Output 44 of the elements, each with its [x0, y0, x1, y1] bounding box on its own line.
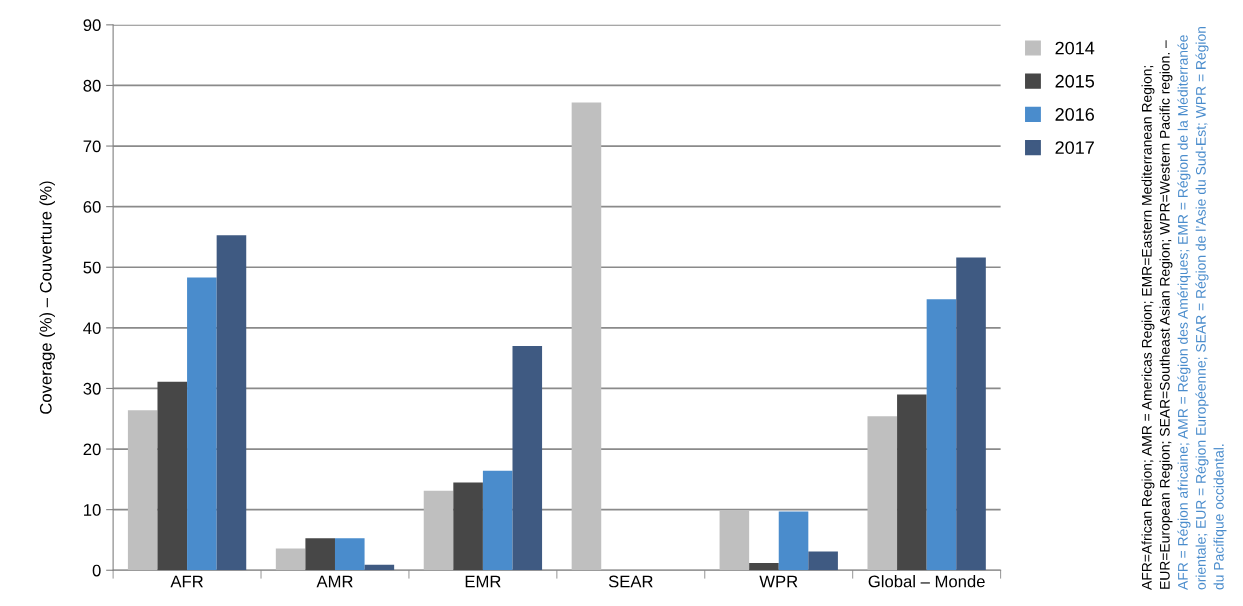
- bar: [187, 277, 217, 571]
- y-tick-label: 0: [92, 564, 101, 577]
- bar: [334, 538, 365, 571]
- bar: [956, 257, 986, 571]
- legend-label: 2016: [1055, 108, 1094, 121]
- bar: [719, 510, 750, 571]
- bar: [749, 562, 779, 571]
- bar: [897, 394, 927, 571]
- y-tick-label: 60: [83, 201, 101, 213]
- y-tick-label: 90: [83, 19, 101, 32]
- y-tick-label: 80: [83, 79, 101, 92]
- bar: [305, 538, 335, 571]
- bar: [364, 564, 395, 571]
- x-tick-label: Global – Monde: [868, 575, 985, 588]
- y-tick-label: 20: [83, 443, 101, 456]
- x-tick-label: AFR: [170, 575, 203, 588]
- text: AFR = Région africaine; AMR = Région des Amériques; EMR = Région de la Méditerranée orientale; EUR = Région Européenne; SEAR = Région de l’Asie du Sud-Est; WPR = Région du Pacifique occidental.: [1177, 26, 1227, 590]
- bar: [423, 490, 454, 571]
- y-tick-label: 50: [83, 261, 101, 274]
- bar: [482, 470, 513, 571]
- y-tick-label: 10: [84, 504, 101, 516]
- bar: [216, 235, 247, 571]
- bar: [512, 346, 543, 571]
- bar: [275, 548, 306, 571]
- text: AFR=African Region; AMR = Americas Region; EMR=Eastern Mediterranean Region; EUR=European Region; SEAR=Southeast Asian Region; WPR=Western Pacific region. –: [1141, 40, 1173, 590]
- bar: [453, 482, 483, 571]
- y-axis-title: Coverage (%) – Couverture (%): [39, 181, 55, 414]
- x-tick-label: EMR: [465, 575, 501, 588]
- bar: [778, 511, 809, 571]
- bar: [867, 416, 898, 571]
- bar: [926, 299, 957, 571]
- y-tick-label: 30: [83, 382, 101, 395]
- x-tick-label: SEAR: [608, 575, 653, 588]
- legend-label: 2015: [1055, 74, 1095, 88]
- legend-label: 2014: [1055, 41, 1095, 55]
- y-tick-label: 40: [83, 322, 101, 335]
- x-tick-label: WPR: [759, 575, 798, 588]
- bar: [127, 410, 158, 571]
- bar: [808, 551, 838, 571]
- x-tick-label: AMR: [316, 575, 353, 588]
- bar: [157, 381, 188, 571]
- legend-label: 2017: [1055, 141, 1094, 154]
- bar: [571, 102, 602, 571]
- y-tick-label: 70: [83, 140, 101, 153]
